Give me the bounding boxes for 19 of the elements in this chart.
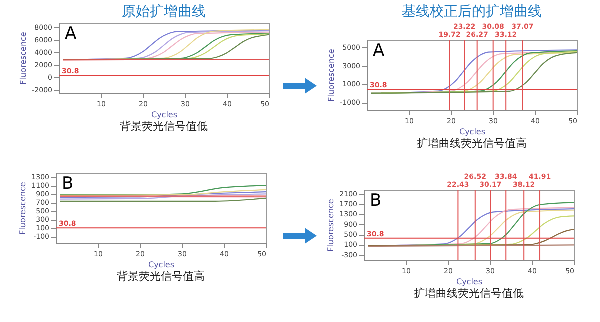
y-axis-title: Fluorescence	[18, 182, 28, 235]
annotation: B	[370, 191, 382, 211]
text: 背景荧光信号值低	[120, 120, 208, 133]
annotation: A	[65, 24, 77, 44]
text: 背景荧光信号值高	[117, 270, 205, 283]
chart-title: 基线校正后的扩增曲线	[402, 4, 542, 20]
y-axis-title: Fluorescence	[19, 32, 28, 85]
text: 扩增曲线荧光信号值高	[417, 137, 527, 150]
x-axis-title: Cycles	[459, 128, 486, 136]
y-axis-title: Fluorescence	[327, 49, 336, 102]
line-series	[368, 229, 574, 247]
x-axis-title: Cycles	[148, 260, 175, 270]
x-axis-title: Cycles	[456, 278, 483, 286]
annotation: B	[62, 174, 74, 194]
text: 扩增曲线荧光信号值低	[414, 287, 524, 300]
chart-title: 原始扩增曲线	[122, 4, 206, 20]
annotation: A	[373, 41, 385, 61]
x-axis-title: Cycles	[151, 110, 178, 120]
y-axis-title: Fluorescence	[326, 199, 336, 252]
